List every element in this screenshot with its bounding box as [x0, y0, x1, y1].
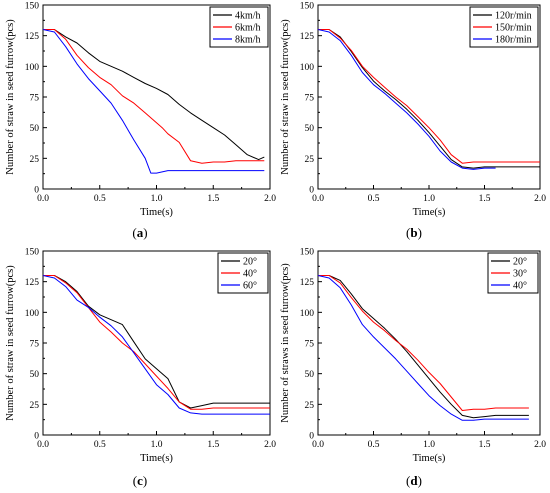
x-tick-label: 0.5 — [368, 440, 380, 450]
series-line-2 — [318, 30, 540, 164]
y-tick-label: 150 — [300, 2, 315, 12]
x-tick-label: 1.0 — [151, 440, 163, 450]
series-line-3 — [43, 276, 270, 415]
legend-entry: 60° — [243, 281, 257, 292]
series-line-3 — [318, 276, 529, 421]
y-tick-label: 100 — [300, 63, 315, 73]
legend: 20°30°40° — [488, 253, 538, 293]
y-tick-label: 100 — [25, 63, 40, 73]
y-tick-label: 25 — [30, 155, 40, 165]
x-tick-label: 0.5 — [368, 194, 380, 204]
y-tick-label: 50 — [305, 370, 315, 380]
y-tick-label: 150 — [25, 248, 40, 258]
legend-entry: 180r/min — [495, 35, 532, 46]
x-tick-label: 0.0 — [312, 194, 324, 204]
y-tick-label: 0 — [309, 432, 314, 442]
panel-label: (b) — [406, 225, 422, 240]
series-line-3 — [318, 30, 496, 170]
y-tick-label: 0 — [309, 186, 314, 196]
y-tick-label: 75 — [305, 94, 315, 104]
x-tick-label: 1.5 — [207, 194, 219, 204]
y-tick-label: 100 — [25, 309, 40, 319]
panel-label: (d) — [406, 473, 422, 488]
y-tick-label: 125 — [300, 278, 315, 288]
x-tick-label: 0.0 — [37, 440, 49, 450]
legend-entry: 4km/h — [235, 11, 261, 22]
chart-panel-d: 0.0 0.5 1.0 1.5 2.0 0 25 50 75 100 125 150 Time(s) Nu… — [280, 248, 546, 489]
y-tick-label: 150 — [25, 2, 40, 12]
chart-panel-c: 0.0 0.5 1.0 1.5 2.0 0 25 50 75 100 125 150 Time(s) Nu… — [5, 248, 276, 489]
y-tick-label: 75 — [30, 94, 40, 104]
x-tick-label: 2.0 — [264, 440, 276, 450]
x-tick-label: 0.5 — [94, 440, 106, 450]
x-tick-label: 2.0 — [534, 440, 546, 450]
chart-panel-b: 0.0 0.5 1.0 1.5 2.0 0 25 50 75 100 125 150 Time(s) Nu… — [280, 2, 546, 241]
y-axis-label: Number of straw in seed furrow(pcs) — [5, 19, 16, 175]
x-tick-label: 1.0 — [423, 194, 435, 204]
legend-entry: 8km/h — [235, 35, 261, 46]
y-tick-label: 0 — [34, 432, 39, 442]
y-tick-label: 125 — [300, 32, 315, 42]
legend: 20°40°60° — [218, 253, 268, 293]
x-tick-label: 1.0 — [151, 194, 163, 204]
legend-entry: 20° — [243, 257, 257, 268]
x-axis-label: Time(s) — [140, 207, 173, 218]
series-line-2 — [43, 30, 264, 164]
y-tick-label: 75 — [305, 340, 315, 350]
x-axis-label: Time(s) — [413, 207, 446, 218]
legend-entry: 30° — [513, 269, 527, 280]
y-axis-label: Number of straw in seed furrow(pcs) — [280, 19, 291, 175]
y-tick-label: 50 — [30, 370, 40, 380]
x-tick-label: 1.5 — [479, 440, 491, 450]
legend-entry: 40° — [243, 269, 257, 280]
legend-entry: 20° — [513, 257, 527, 268]
x-tick-label: 1.5 — [479, 194, 491, 204]
series-line-2 — [43, 276, 270, 410]
panel-label: (c) — [133, 473, 147, 488]
y-axis-label: Number of straws in seed furrow(pcs) — [280, 263, 291, 423]
x-tick-label: 2.0 — [534, 194, 546, 204]
x-tick-label: 1.0 — [423, 440, 435, 450]
legend-entry: 120r/min — [495, 11, 532, 22]
series-line-1 — [43, 30, 264, 160]
legend-entry: 150r/min — [495, 23, 532, 34]
series-line-3 — [43, 30, 264, 174]
x-tick-label: 0.0 — [312, 440, 324, 450]
x-axis-label: Time(s) — [413, 453, 446, 464]
x-tick-label: 2.0 — [264, 194, 276, 204]
y-tick-label: 125 — [25, 32, 40, 42]
x-axis-label: Time(s) — [140, 453, 173, 464]
chart-panel-a: 0.0 0.5 1.0 1.5 2.0 0 25 50 75 100 125 150 Time(s) Nu… — [5, 2, 276, 241]
panel-label: (a) — [132, 225, 147, 240]
y-tick-label: 150 — [300, 248, 315, 258]
x-tick-label: 0.0 — [37, 194, 49, 204]
y-tick-label: 75 — [30, 340, 40, 350]
series-line-1 — [43, 276, 270, 409]
y-tick-label: 25 — [30, 401, 40, 411]
y-axis-label: Number of straw in seed furrow(pcs) — [5, 265, 16, 421]
y-tick-label: 125 — [25, 278, 40, 288]
y-tick-label: 50 — [305, 124, 315, 134]
y-tick-label: 25 — [305, 401, 315, 411]
series-line-1 — [318, 276, 529, 418]
y-tick-label: 0 — [34, 186, 39, 196]
legend-entry: 6km/h — [235, 23, 261, 34]
legend-entry: 40° — [513, 281, 527, 292]
x-tick-label: 1.5 — [207, 440, 219, 450]
x-tick-label: 0.5 — [94, 194, 106, 204]
y-tick-label: 100 — [300, 309, 315, 319]
y-tick-label: 50 — [30, 124, 40, 134]
y-tick-label: 25 — [305, 155, 315, 165]
